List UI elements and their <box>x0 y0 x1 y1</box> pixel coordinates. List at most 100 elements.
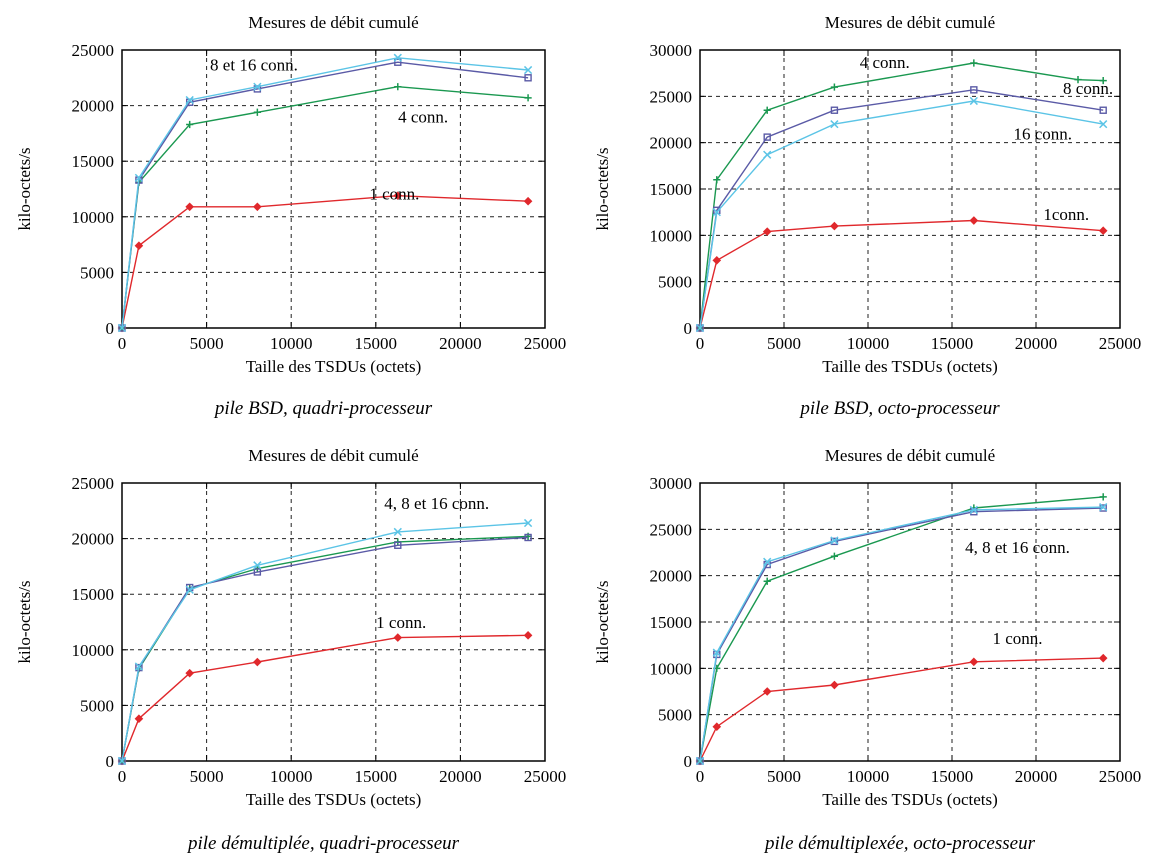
series-annotation: 8 et 16 conn. <box>210 55 298 74</box>
x-tick-label: 5000 <box>767 767 801 786</box>
series-x <box>117 518 533 766</box>
data-point <box>830 680 839 690</box>
data-point <box>830 221 839 231</box>
x-tick-label: 10000 <box>270 334 313 353</box>
data-point <box>134 714 144 724</box>
chart-title: Mesures de débit cumulé <box>248 446 418 465</box>
y-tick-label: 20000 <box>650 134 693 153</box>
series-line <box>121 85 529 329</box>
data-point <box>830 120 839 129</box>
data-point <box>523 65 533 75</box>
data-point <box>393 53 402 62</box>
x-tick-label: 20000 <box>1015 767 1058 786</box>
data-point <box>969 96 978 106</box>
x-tick-label: 10000 <box>847 767 890 786</box>
data-point <box>830 83 838 91</box>
data-point <box>763 133 771 141</box>
x-tick-label: 5000 <box>190 767 224 786</box>
x-tick-label: 20000 <box>439 767 482 786</box>
series-annotation: 4, 8 et 16 conn. <box>965 538 1070 557</box>
y-axis-label: kilo-octets/s <box>593 580 612 663</box>
series-annotation: 1 conn. <box>369 184 419 203</box>
plot-frame <box>121 49 546 329</box>
x-tick-label: 5000 <box>767 334 801 353</box>
series-line <box>121 536 529 762</box>
data-point <box>712 648 721 657</box>
data-point <box>524 74 532 82</box>
data-point <box>695 756 705 766</box>
data-point <box>763 577 771 585</box>
y-tick-label: 20000 <box>650 567 693 586</box>
data-point <box>393 633 403 642</box>
y-tick-label: 25000 <box>650 87 693 106</box>
y-tick-label: 15000 <box>650 180 693 199</box>
series-diamond <box>117 631 533 766</box>
data-point <box>1098 653 1108 663</box>
x-tick-label: 15000 <box>931 334 974 353</box>
data-point <box>134 173 144 183</box>
x-tick-label: 25000 <box>524 334 567 353</box>
series-annotation: 1 conn. <box>992 629 1042 648</box>
chart-title: Mesures de débit cumulé <box>825 446 995 465</box>
data-point <box>185 668 194 678</box>
y-tick-label: 25000 <box>72 41 115 60</box>
y-tick-label: 10000 <box>650 659 693 678</box>
chart-caption: pile BSD, octo-processeur <box>798 398 1000 419</box>
data-point <box>763 106 771 114</box>
x-tick-label: 0 <box>118 767 127 786</box>
data-point <box>1074 76 1082 84</box>
y-tick-label: 15000 <box>650 613 693 632</box>
y-tick-label: 5000 <box>80 696 114 715</box>
y-tick-label: 0 <box>106 319 115 338</box>
data-point <box>762 227 772 236</box>
chart-caption: pile BSD, quadri-processeur <box>213 398 433 419</box>
data-point <box>1099 504 1107 512</box>
series-diamond <box>695 653 1108 766</box>
data-point <box>253 82 262 91</box>
y-tick-label: 25000 <box>72 474 115 493</box>
x-tick-label: 25000 <box>1099 767 1142 786</box>
series-line <box>699 219 1104 329</box>
data-point <box>970 59 978 67</box>
x-axis-label: Taille des TSDUs (octets) <box>246 790 422 809</box>
series-annotation: 4 conn. <box>398 108 448 127</box>
data-point <box>393 191 403 200</box>
data-point <box>253 108 261 116</box>
y-tick-label: 0 <box>684 752 693 771</box>
y-tick-label: 5000 <box>658 273 692 292</box>
y-tick-label: 5000 <box>80 263 114 282</box>
series-x <box>695 96 1108 333</box>
data-point <box>134 241 144 251</box>
data-point <box>117 323 127 333</box>
chart-2: 0 5000 10000 15000 20000 25000 0 5000 10000 15000… <box>593 13 1141 419</box>
data-point <box>186 120 194 129</box>
data-point <box>713 176 721 184</box>
series-annotation: 1 conn. <box>376 613 426 632</box>
data-point <box>763 150 772 159</box>
data-point <box>523 196 533 206</box>
x-tick-label: 25000 <box>524 767 567 786</box>
x-tick-label: 25000 <box>1099 334 1142 353</box>
data-point <box>185 202 194 212</box>
x-tick-label: 0 <box>118 334 127 353</box>
x-tick-label: 0 <box>696 767 705 786</box>
data-point <box>253 561 262 570</box>
y-tick-label: 15000 <box>72 152 115 171</box>
y-tick-label: 25000 <box>650 520 693 539</box>
data-point <box>523 631 533 640</box>
data-point <box>185 95 194 105</box>
series-line <box>121 194 529 329</box>
data-point <box>1099 493 1107 501</box>
data-point <box>394 83 402 91</box>
data-point <box>762 687 772 696</box>
data-point <box>185 585 194 594</box>
data-point <box>394 541 402 549</box>
x-axis-label: Taille des TSDUs (octets) <box>822 357 998 376</box>
x-tick-label: 5000 <box>190 334 224 353</box>
plot-frame <box>121 482 546 762</box>
chart-caption: pile démultiplée, quadri-processeur <box>186 833 460 854</box>
y-tick-label: 10000 <box>72 641 115 660</box>
data-point <box>134 662 144 671</box>
data-point <box>830 106 839 114</box>
x-tick-label: 15000 <box>931 767 974 786</box>
